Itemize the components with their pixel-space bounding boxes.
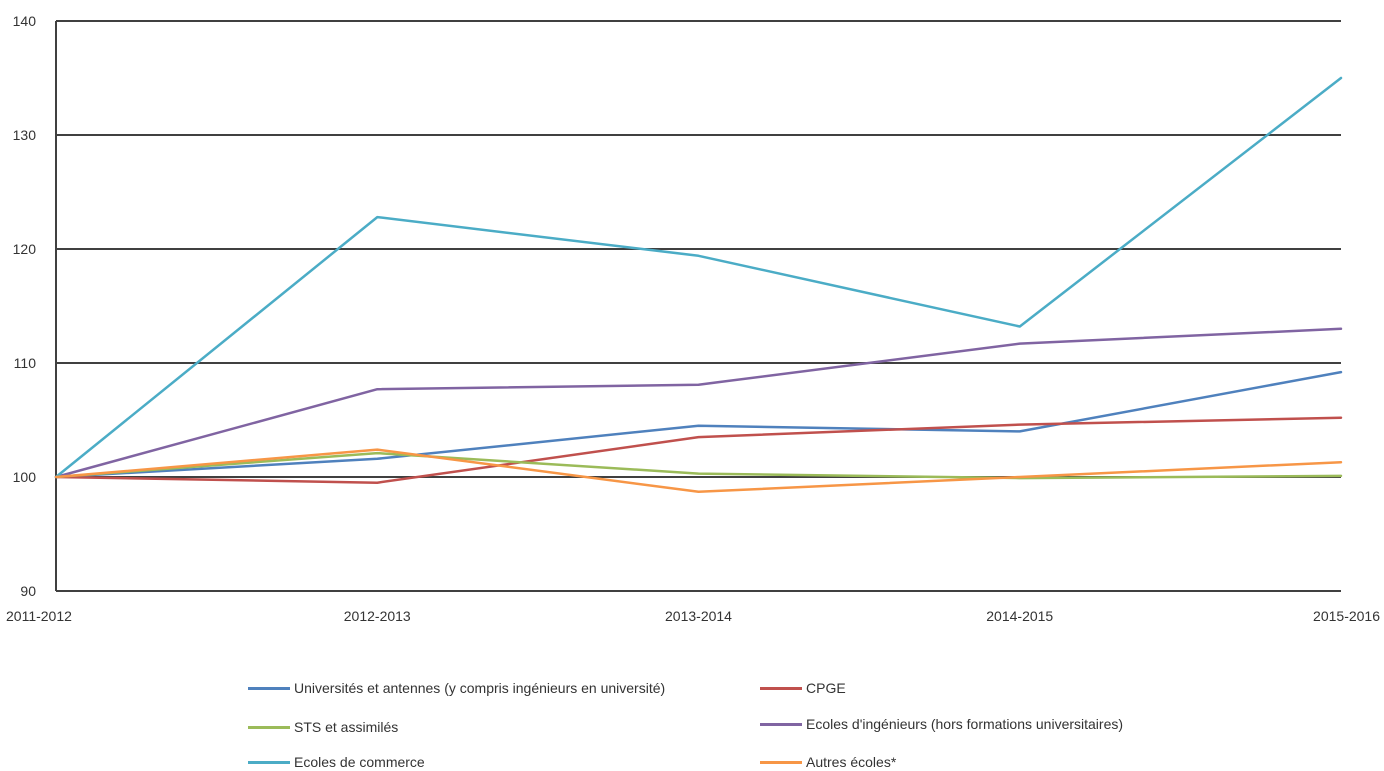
y-tick-label: 90 bbox=[20, 583, 36, 599]
series-line-sts-et-assimiles bbox=[54, 451, 1343, 480]
y-tick-label: 110 bbox=[14, 355, 37, 371]
legend-swatch-universites bbox=[248, 686, 290, 690]
legend-label-ecoles-commerce: Ecoles de commerce bbox=[294, 754, 425, 770]
legend-item-autres-ecoles: Autres écoles* bbox=[760, 754, 896, 770]
legend-item-ecoles-commerce: Ecoles de commerce bbox=[248, 754, 425, 770]
legend-swatch-cpge bbox=[760, 686, 802, 690]
legend-item-universites: Universités et antennes (y compris ingén… bbox=[248, 680, 665, 696]
legend-label-ecoles-ingenieurs: Ecoles d'ingénieurs (hors formations uni… bbox=[806, 716, 1124, 732]
axes bbox=[55, 21, 1341, 592]
legend-swatch-ecoles-commerce bbox=[248, 760, 290, 764]
x-tick-labels: 2011-2012 2012-2013 2013-2014 2014-2015 2015… bbox=[6, 608, 1380, 624]
x-tick-label: 2013-2014 bbox=[665, 608, 732, 624]
x-tick-label: 2012-2013 bbox=[344, 608, 411, 624]
legend-swatch-autres-ecoles bbox=[760, 760, 802, 764]
x-tick-label: 2011-2012 bbox=[6, 608, 72, 624]
series-line-cpge bbox=[54, 416, 1343, 484]
y-tick-label: 130 bbox=[13, 127, 37, 143]
x-tick-label: 2014-2015 bbox=[986, 608, 1053, 624]
legend-label-universites: Universités et antennes (y compris ingén… bbox=[294, 680, 666, 696]
series-line-universites-et-antennes-y-compris-ingeni bbox=[54, 370, 1343, 479]
legend: Universités et antennes (y compris ingén… bbox=[0, 670, 1384, 770]
series-line-autres-ecoles bbox=[54, 448, 1343, 494]
legend-item-sts: STS et assimilés bbox=[248, 719, 398, 735]
legend-item-ecoles-ingenieurs: Ecoles d'ingénieurs (hors formations uni… bbox=[760, 716, 1123, 732]
legend-label-cpge: CPGE bbox=[806, 680, 846, 696]
y-tick-label: 120 bbox=[13, 241, 37, 257]
series-line-ecoles-de-commerce bbox=[54, 76, 1343, 479]
series-line-ecoles-d-ingenieurs-hors-formations-univ bbox=[54, 327, 1343, 479]
legend-label-sts: STS et assimilés bbox=[294, 719, 399, 735]
y-tick-labels: 90 100 110 120 130 140 bbox=[13, 13, 37, 599]
y-tick-label: 140 bbox=[13, 13, 37, 29]
series-lines bbox=[54, 76, 1343, 494]
legend-item-cpge: CPGE bbox=[760, 680, 846, 696]
legend-swatch-ecoles-ingenieurs bbox=[760, 722, 802, 726]
legend-label-autres-ecoles: Autres écoles* bbox=[806, 754, 897, 770]
y-tick-label: 100 bbox=[13, 469, 37, 485]
line-chart: 90 100 110 120 130 140 2011-2012 2012-2013 2013… bbox=[6, 13, 1380, 624]
legend-swatch-sts bbox=[248, 725, 290, 729]
x-tick-label: 2015-2016 bbox=[1313, 608, 1380, 624]
